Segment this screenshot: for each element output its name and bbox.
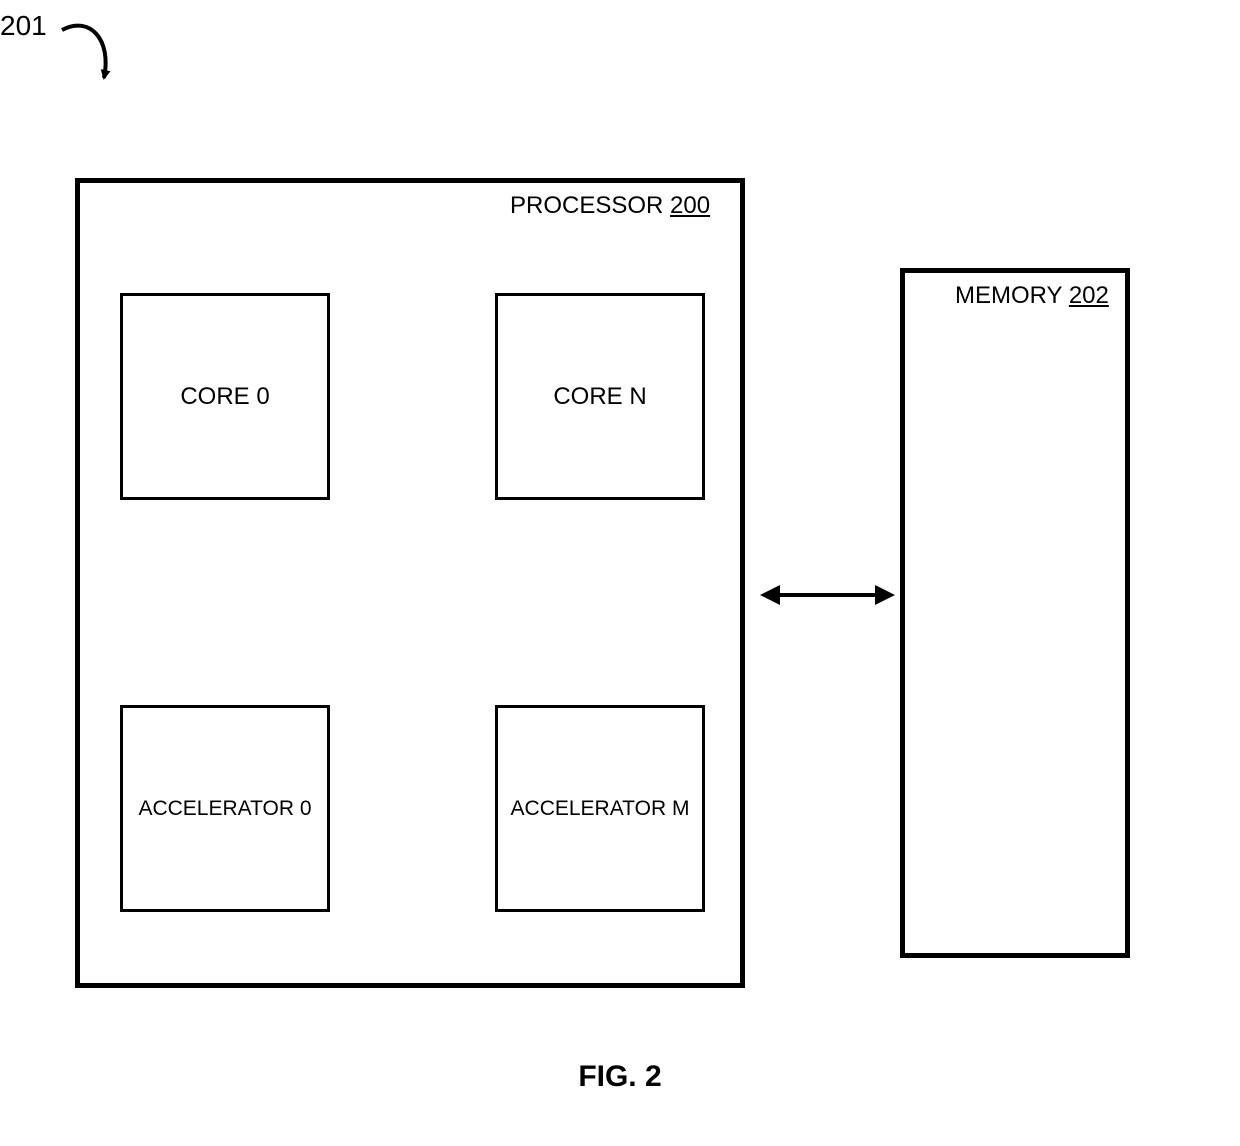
memory-title-number: 202 bbox=[1069, 282, 1109, 309]
accelerator-0-box: ACCELERATOR 0 bbox=[120, 705, 330, 912]
core-n-box: CORE N bbox=[495, 293, 705, 500]
memory-box bbox=[900, 268, 1130, 958]
accelerator-m-label: ACCELERATOR M bbox=[511, 797, 690, 821]
bus-arrow bbox=[760, 585, 895, 605]
processor-title: PROCESSOR 200 bbox=[510, 192, 710, 220]
accelerator-0-label: ACCELERATOR 0 bbox=[138, 797, 311, 821]
figure-caption: FIG. 2 bbox=[0, 1060, 1240, 1094]
core-0-box: CORE 0 bbox=[120, 293, 330, 500]
figure-ref-number: 201 bbox=[0, 10, 47, 42]
core-n-label: CORE N bbox=[553, 383, 646, 411]
accelerator-m-box: ACCELERATOR M bbox=[495, 705, 705, 912]
core-0-label: CORE 0 bbox=[180, 383, 269, 411]
figure-canvas: 201 PROCESSOR 200 bbox=[0, 0, 1240, 1146]
processor-title-prefix: PROCESSOR bbox=[510, 192, 670, 219]
processor-title-number: 200 bbox=[670, 192, 710, 219]
ref-arrow bbox=[62, 26, 106, 78]
memory-title: MEMORY 202 bbox=[955, 282, 1109, 310]
memory-title-prefix: MEMORY bbox=[955, 282, 1069, 309]
